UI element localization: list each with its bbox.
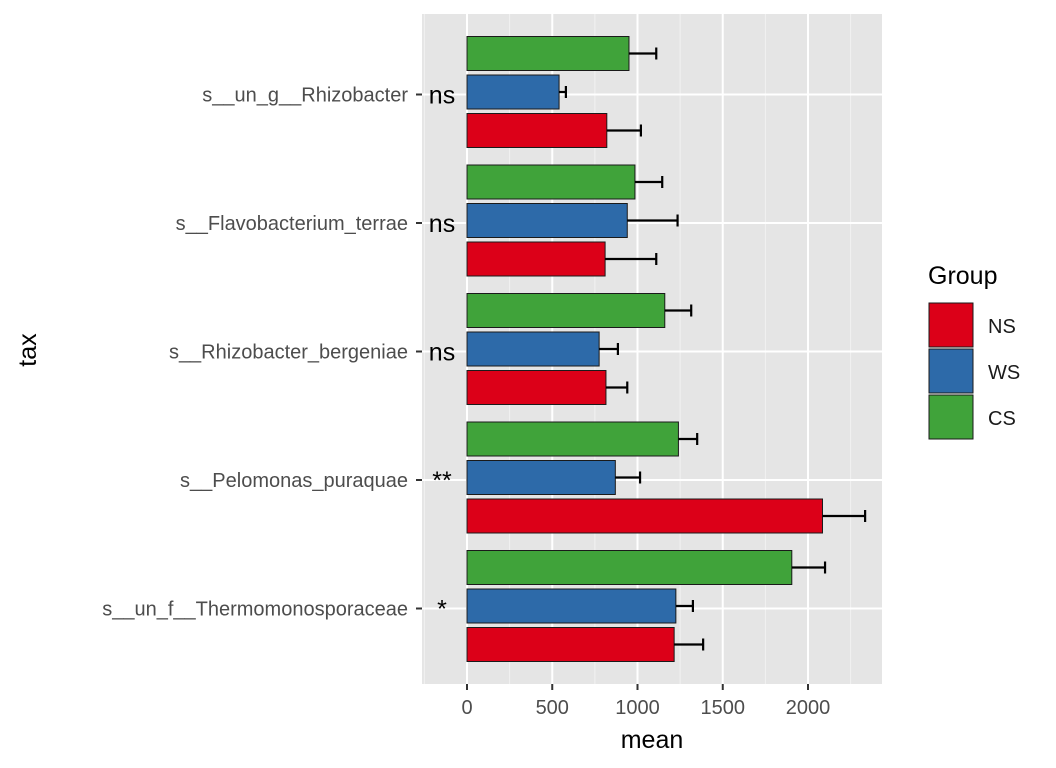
significance-label: ns — [429, 210, 455, 238]
bar-cs — [466, 164, 636, 200]
y-axis-title: tax — [14, 333, 42, 367]
bar-ws — [466, 203, 628, 238]
bar-ns — [466, 370, 607, 405]
x-tick-label: 500 — [536, 697, 569, 719]
x-tick-label: 2000 — [786, 697, 831, 719]
legend: Group NS WS CS — [928, 262, 1020, 440]
error-bars-layer — [559, 47, 867, 651]
significance-label: * — [437, 596, 447, 624]
y-tick-label: s__Pelomonas_puraquae — [180, 470, 408, 492]
bar-cs — [466, 421, 679, 457]
y-tick-label: s__un_g__Rhizobacter — [202, 85, 408, 107]
bar-ns — [466, 498, 823, 534]
y-axis: s__un_g__Rhizobacter s__Flavobacterium_te… — [102, 85, 422, 621]
x-axis-title: mean — [621, 726, 684, 754]
y-tick-label: s__Rhizobacter_bergeniae — [169, 342, 408, 364]
x-tick-label: 1500 — [701, 697, 746, 719]
legend-label: NS — [988, 316, 1016, 338]
legend-label: WS — [988, 362, 1020, 384]
bar-ns — [466, 113, 608, 148]
bar-cs — [466, 36, 630, 71]
bar-ws — [466, 74, 560, 110]
bar-ns — [466, 241, 606, 277]
bar-ws — [466, 588, 677, 624]
legend-key-ns — [928, 302, 974, 348]
legend-key-cs — [928, 394, 974, 440]
bar-cs — [466, 550, 793, 585]
x-axis: 0 500 1000 1500 2000 — [461, 684, 830, 719]
y-tick-label: s__un_f__Thermomonosporaceae — [102, 599, 408, 621]
bar-cs — [466, 293, 666, 328]
bars-layer — [466, 36, 823, 662]
x-tick-label: 1000 — [615, 697, 660, 719]
bar-ws — [466, 460, 616, 495]
legend-title: Group — [928, 262, 997, 290]
legend-label: CS — [988, 408, 1016, 430]
x-tick-label: 0 — [461, 697, 472, 719]
legend-key-ws — [928, 348, 974, 394]
bar-ns — [466, 627, 675, 662]
significance-label: ns — [429, 339, 455, 367]
significance-label: ns — [429, 82, 455, 110]
significance-label: ** — [432, 467, 452, 495]
bar-ws — [466, 331, 600, 367]
y-tick-label: s__Flavobacterium_terrae — [176, 213, 408, 235]
